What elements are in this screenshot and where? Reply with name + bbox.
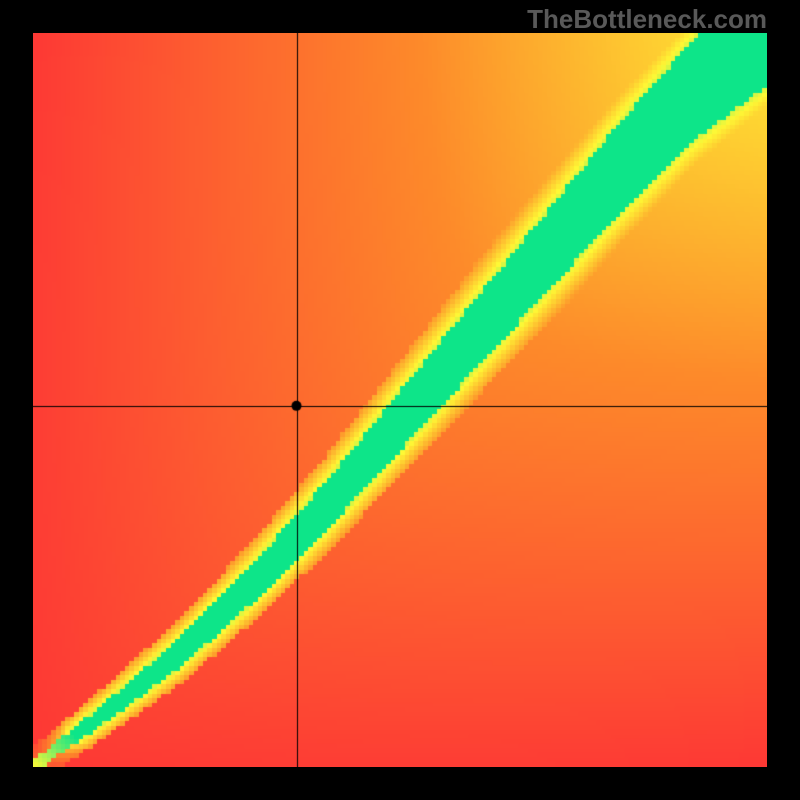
bottleneck-heatmap bbox=[33, 33, 767, 767]
chart-container: TheBottleneck.com bbox=[0, 0, 800, 800]
watermark-text: TheBottleneck.com bbox=[527, 4, 767, 35]
